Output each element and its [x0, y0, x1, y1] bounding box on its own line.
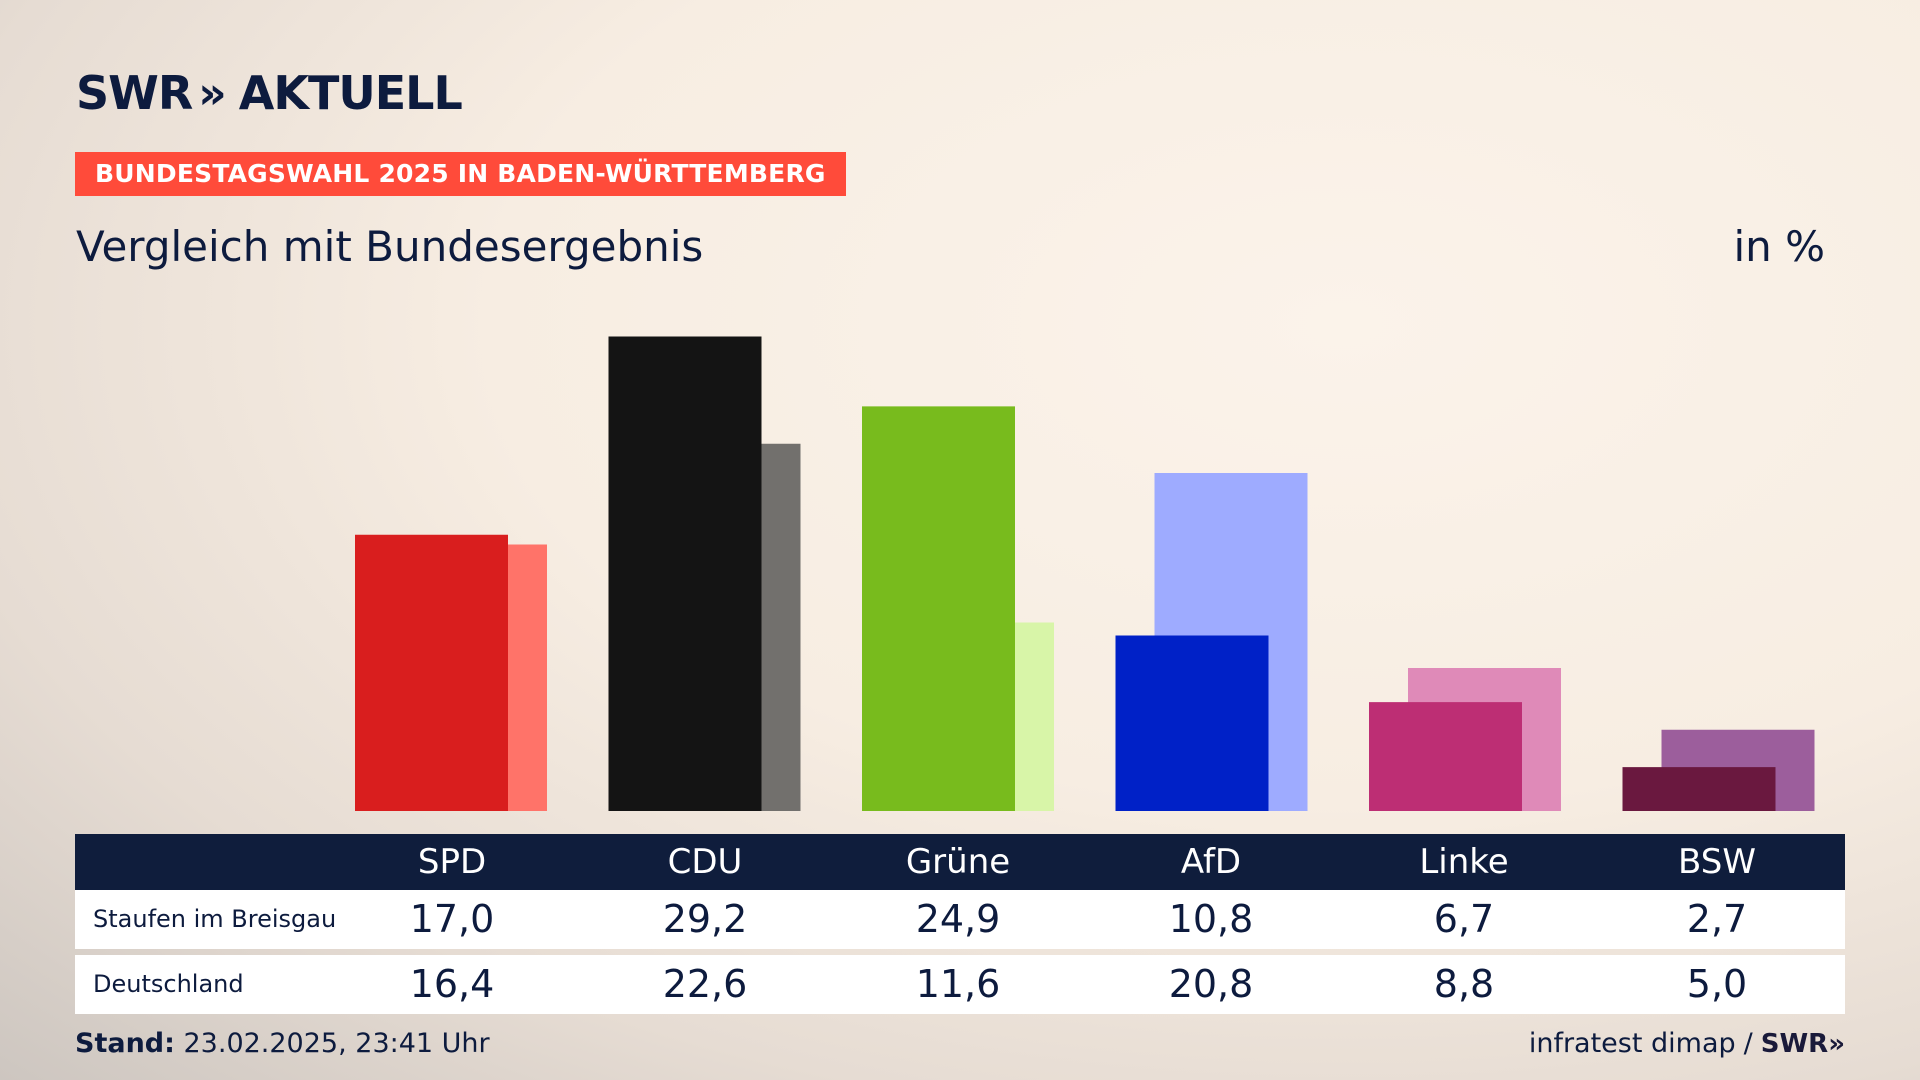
bar-staufen-linke — [1369, 702, 1522, 811]
table-cell: 20,8 — [1168, 962, 1254, 1006]
table-cell: 22,6 — [662, 962, 748, 1006]
source-separator: / — [1743, 1028, 1753, 1059]
table-cell: 11,6 — [915, 962, 1001, 1006]
bar-staufen-grüne — [862, 406, 1015, 811]
bar-staufen-spd — [355, 534, 508, 811]
row-label: Staufen im Breisgau — [93, 905, 337, 933]
swr-aktuell-logo: SWR» AKTUELL — [76, 66, 463, 120]
source-credit: infratest dimap / SWR» — [1529, 1028, 1845, 1059]
bar-staufen-afd — [1115, 635, 1269, 811]
stand-value: 23.02.2025, 23:41 Uhr — [174, 1028, 490, 1059]
header-party: Grüne — [905, 842, 1011, 882]
table-cell: 10,8 — [1168, 897, 1254, 941]
table-cell: 2,7 — [1686, 897, 1748, 941]
stand-label: Stand: — [75, 1028, 175, 1059]
header-party: BSW — [1678, 842, 1756, 882]
table-cell: 17,0 — [409, 897, 495, 941]
results-table: SPD CDU Grüne AfD Linke BSW Staufen im B… — [75, 834, 1845, 1014]
bar-staufen-cdu — [608, 336, 762, 811]
header-party: AfD — [1180, 842, 1242, 882]
header-party: SPD — [417, 842, 487, 882]
logo-aktuell: AKTUELL — [238, 66, 463, 120]
timestamp: Stand: 23.02.2025, 23:41 Uhr — [75, 1028, 490, 1059]
table-cell: 5,0 — [1686, 962, 1748, 1006]
table-cell: 24,9 — [915, 897, 1001, 941]
chart-title: Vergleich mit Bundesergebnis — [76, 222, 704, 271]
election-kicker: BUNDESTAGSWAHL 2025 IN BADEN-WÜRTTEMBERG — [75, 152, 846, 196]
table-cell: 29,2 — [662, 897, 748, 941]
bar-staufen-bsw — [1622, 767, 1776, 811]
header-party: CDU — [667, 842, 743, 882]
unit-label: in % — [1733, 222, 1825, 271]
row-label: Deutschland — [93, 970, 244, 998]
table-row: Staufen im Breisgau 17,0 29,2 24,9 10,8 … — [75, 890, 1845, 949]
table-cell: 16,4 — [409, 962, 495, 1006]
source-name: infratest dimap — [1528, 1028, 1736, 1059]
logo-swr: SWR — [76, 66, 193, 120]
table-cell: 6,7 — [1433, 897, 1495, 941]
swr-mini-logo: SWR» — [1760, 1029, 1845, 1059]
header-party: Linke — [1419, 842, 1509, 882]
table-row: Deutschland 16,4 22,6 11,6 20,8 8,8 5,0 — [75, 955, 1845, 1014]
table-cell: 8,8 — [1433, 962, 1495, 1006]
bar-chart — [355, 336, 1815, 811]
table-header: SPD CDU Grüne AfD Linke BSW — [75, 834, 1845, 890]
